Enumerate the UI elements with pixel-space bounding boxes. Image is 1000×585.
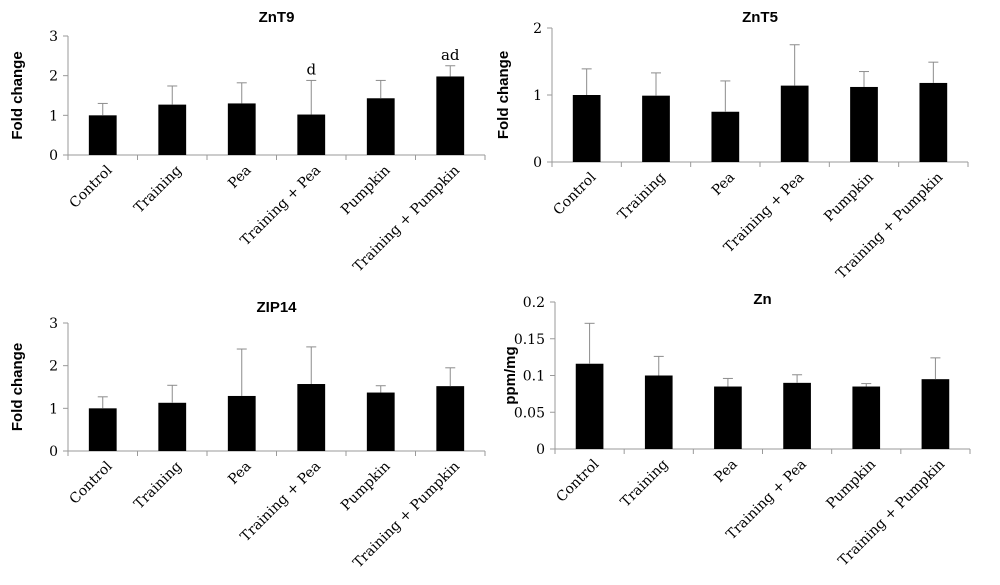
x-tick-label: Pea [711, 457, 740, 486]
y-tick-label: 0 [536, 442, 545, 458]
x-tick-label: Pea [709, 170, 738, 199]
y-tick-label: 0 [49, 444, 58, 460]
bar-2 [642, 95, 670, 162]
y-axis-label: Fold change [495, 51, 512, 139]
y-tick-label: 0.15 [514, 332, 545, 348]
bar-4 [783, 382, 811, 449]
bar-3 [714, 386, 742, 449]
x-tick-label: Pumpkin [338, 459, 394, 515]
bar-2 [644, 375, 673, 449]
x-tick-label: Pumpkin [823, 457, 879, 513]
chart-title: ZIP14 [256, 299, 297, 316]
bar-4 [780, 85, 809, 162]
y-tick-label: 2 [49, 359, 58, 375]
x-tick-label: Pea [225, 163, 254, 192]
x-tick-label: Control [67, 458, 116, 507]
y-tick-label: 0.1 [523, 369, 545, 385]
bar-5 [366, 392, 395, 451]
x-tick-label: Training [618, 456, 672, 510]
y-axis-label: Fold change [9, 343, 26, 431]
y-tick-label: 0.05 [514, 405, 545, 421]
y-tick-label: 3 [49, 29, 58, 45]
x-tick-label: Pea [225, 459, 254, 488]
y-tick-label: 2 [533, 21, 542, 37]
bar-3 [227, 395, 256, 451]
bar-2 [158, 104, 187, 155]
y-axis-label: Fold change [9, 51, 26, 139]
x-tick-label: Training [131, 458, 185, 512]
bar-3 [711, 111, 740, 162]
y-tick-label: 0 [49, 148, 58, 164]
bar-1 [88, 115, 117, 155]
x-tick-label: Pumpkin [338, 163, 394, 219]
bar-1 [88, 408, 117, 451]
bar-5 [850, 86, 878, 162]
x-tick-label: Pumpkin [821, 170, 877, 226]
bar-5 [366, 98, 395, 155]
bar-6 [919, 82, 948, 162]
y-tick-label: 1 [49, 401, 58, 417]
bar-5 [852, 386, 881, 449]
x-tick-label: Control [67, 162, 116, 211]
chart-title: ZnT5 [742, 9, 778, 26]
y-tick-label: 3 [49, 316, 58, 332]
y-tick-label: 0 [533, 155, 542, 171]
bar-3 [227, 103, 256, 155]
bar-2 [158, 402, 187, 451]
y-axis-label: ppm/mg [502, 346, 519, 404]
bar-6 [436, 76, 465, 155]
bar-4 [297, 384, 326, 451]
significance-label: ad [441, 46, 460, 64]
chart-panel-4: Zn ppm/mg 0 0.05 0.1 0.15 0.2 Control Training Pe… [502, 291, 971, 569]
bar-1 [575, 363, 604, 449]
x-tick-label: Control [550, 169, 599, 218]
bar-6 [436, 386, 465, 451]
y-tick-label: 0.2 [523, 295, 545, 311]
y-tick-label: 1 [533, 88, 542, 104]
chart-title: ZnT9 [259, 9, 295, 26]
significance-label: d [306, 60, 316, 78]
y-tick-label: 1 [49, 108, 58, 124]
x-tick-label: Training [131, 162, 185, 216]
x-tick-label: Control [553, 456, 602, 505]
x-tick-label: Training [615, 169, 669, 223]
bar-4 [297, 114, 326, 155]
chart-title: Zn [753, 291, 771, 308]
bar-1 [572, 95, 601, 162]
y-tick-label: 2 [49, 69, 58, 85]
bar-6 [921, 379, 950, 449]
